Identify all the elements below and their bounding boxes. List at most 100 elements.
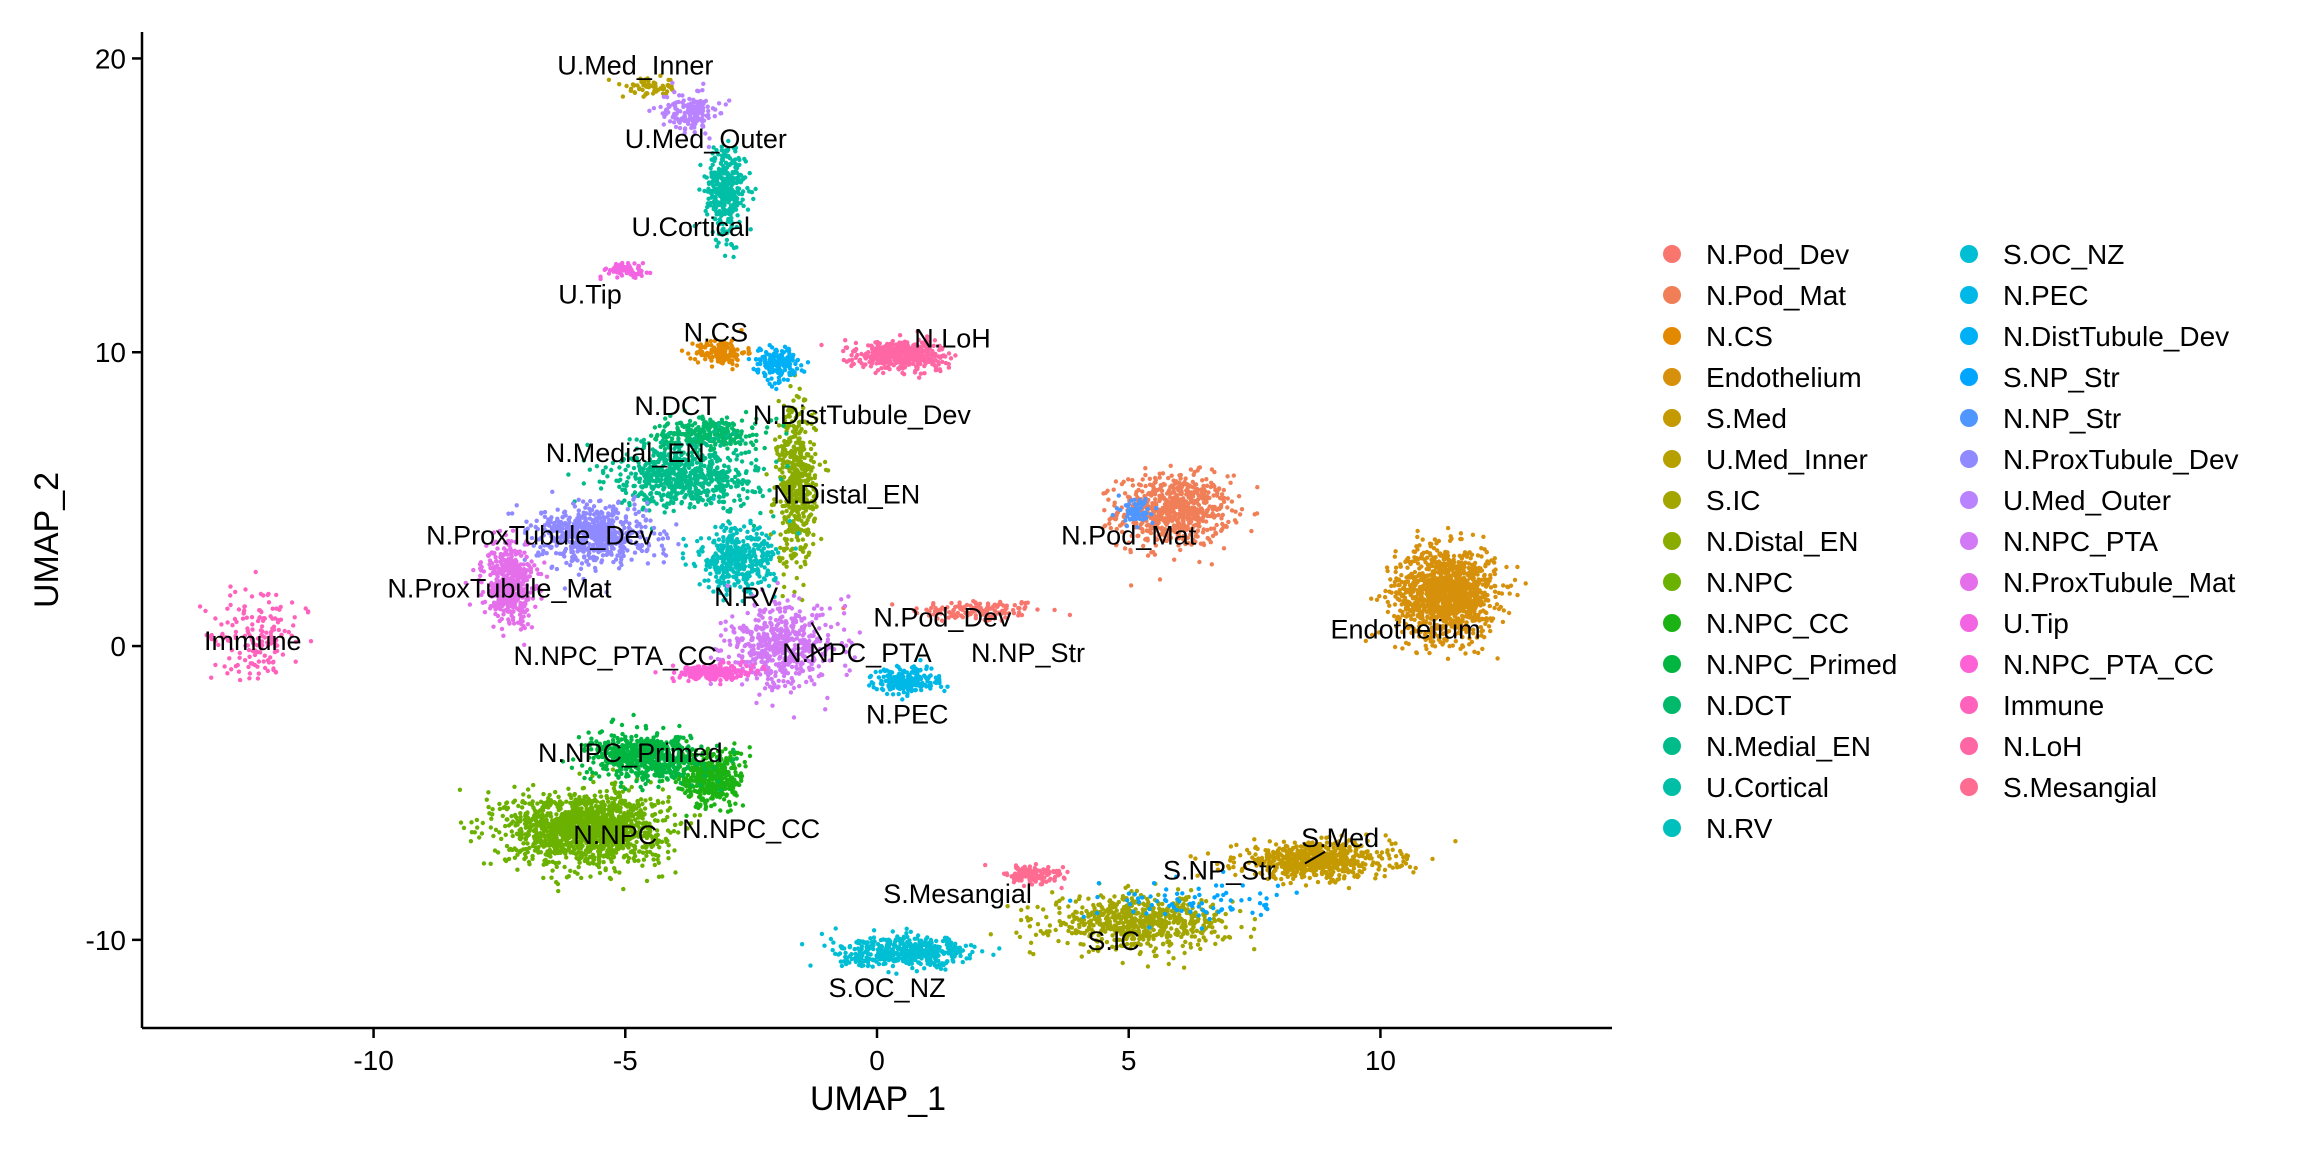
- data-point: [1096, 902, 1101, 907]
- data-point: [1185, 535, 1191, 541]
- data-point: [1382, 867, 1388, 873]
- data-point: [1468, 556, 1473, 561]
- data-point: [1201, 500, 1207, 505]
- data-point: [1407, 864, 1413, 870]
- data-point: [1255, 485, 1260, 490]
- data-point: [793, 457, 798, 462]
- data-point: [1169, 926, 1174, 931]
- data-point: [1346, 885, 1352, 891]
- data-point: [1463, 604, 1469, 609]
- data-point: [1196, 493, 1201, 498]
- data-point: [1147, 476, 1153, 481]
- data-point: [1291, 876, 1296, 881]
- data-point: [1483, 593, 1488, 598]
- data-point: [1197, 559, 1202, 565]
- data-point: [1183, 476, 1188, 481]
- data-point: [1169, 473, 1174, 478]
- data-point: [1028, 940, 1034, 945]
- data-point: [1144, 916, 1149, 921]
- data-point: [709, 347, 714, 352]
- data-point: [1453, 581, 1458, 587]
- data-point: [1047, 929, 1052, 934]
- data-point: [1392, 554, 1398, 559]
- data-point: [1167, 532, 1172, 537]
- data-point: [1195, 534, 1200, 539]
- data-point: [1307, 875, 1313, 881]
- data-point: [1476, 577, 1481, 582]
- data-point: [1463, 651, 1468, 656]
- data-point: [780, 593, 785, 599]
- data-point: [1460, 644, 1466, 649]
- data-point: [523, 855, 528, 860]
- data-point: [773, 437, 778, 442]
- data-point: [1213, 941, 1218, 947]
- data-point: [1195, 512, 1200, 518]
- data-point: [1505, 584, 1510, 589]
- data-point: [931, 601, 936, 606]
- data-point: [1201, 935, 1206, 940]
- data-point: [1490, 616, 1496, 621]
- data-point: [1424, 646, 1429, 652]
- data-point: [1458, 531, 1464, 536]
- data-point: [1359, 870, 1365, 875]
- data-point: [1482, 635, 1487, 640]
- data-point: [1207, 495, 1212, 501]
- data-point: [577, 771, 582, 776]
- data-point: [1226, 519, 1231, 525]
- data-point: [1377, 594, 1382, 599]
- data-point: [1496, 590, 1502, 596]
- data-point: [789, 448, 794, 454]
- data-point: [1486, 598, 1491, 603]
- data-point: [792, 589, 797, 595]
- data-point: [1419, 555, 1424, 560]
- data-point: [1151, 915, 1156, 920]
- data-point: [1374, 872, 1379, 877]
- data-point: [1079, 910, 1084, 916]
- data-point: [1092, 916, 1098, 922]
- data-point: [1011, 611, 1017, 616]
- data-point: [1154, 953, 1159, 958]
- data-point: [709, 358, 714, 363]
- data-point: [1152, 492, 1158, 497]
- data-point: [1451, 593, 1456, 598]
- data-point: [1168, 463, 1173, 468]
- data-point: [1114, 908, 1119, 913]
- data-point: [764, 472, 769, 477]
- data-point: [1106, 911, 1111, 916]
- data-point: [1452, 571, 1457, 577]
- data-point: [1203, 489, 1208, 494]
- data-point: [521, 792, 526, 797]
- data-point: [1447, 579, 1453, 585]
- data-point: [1080, 905, 1085, 910]
- data-point: [984, 609, 990, 614]
- data-point: [741, 350, 747, 355]
- data-point: [1180, 525, 1186, 531]
- data-point: [1427, 541, 1433, 546]
- data-point: [1074, 930, 1079, 936]
- data-point: [1143, 472, 1148, 478]
- data-point: [784, 508, 789, 514]
- data-point: [1484, 618, 1489, 623]
- data-point: [1146, 522, 1151, 528]
- data-point: [1200, 516, 1205, 521]
- data-point: [597, 870, 603, 876]
- data-point: [1448, 587, 1453, 592]
- data-point: [794, 440, 799, 445]
- data-point: [1116, 899, 1122, 905]
- data-point: [1219, 919, 1225, 924]
- data-point: [518, 811, 523, 816]
- data-point: [1143, 483, 1148, 489]
- data-point: [603, 867, 608, 873]
- data-point: [1027, 924, 1033, 929]
- data-point: [1455, 588, 1461, 593]
- data-point: [1445, 525, 1451, 531]
- data-point: [1151, 927, 1156, 933]
- data-point: [1481, 573, 1487, 579]
- data-point: [977, 601, 983, 606]
- data-point: [1195, 497, 1201, 502]
- data-point: [1136, 487, 1141, 493]
- data-point: [1461, 570, 1467, 575]
- data-point: [1211, 493, 1216, 498]
- data-point: [1446, 559, 1452, 564]
- data-point: [1228, 480, 1233, 485]
